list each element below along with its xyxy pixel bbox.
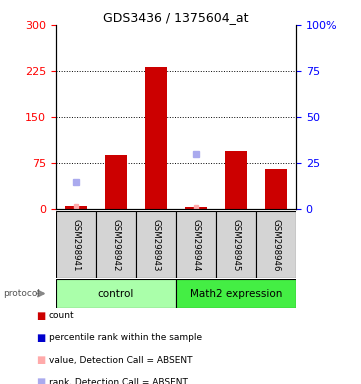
Text: ■: ■	[36, 311, 45, 321]
Text: GSM298941: GSM298941	[71, 219, 81, 272]
Bar	[256, 211, 296, 278]
Text: GSM298944: GSM298944	[191, 219, 200, 272]
Bar	[136, 211, 176, 278]
Bar	[96, 211, 136, 278]
Bar	[225, 151, 247, 209]
Bar	[176, 279, 296, 308]
Text: protocol: protocol	[4, 289, 40, 298]
Text: ■: ■	[36, 333, 45, 343]
Bar	[265, 169, 287, 209]
Bar	[56, 279, 176, 308]
Title: GDS3436 / 1375604_at: GDS3436 / 1375604_at	[103, 11, 249, 24]
Text: rank, Detection Call = ABSENT: rank, Detection Call = ABSENT	[49, 378, 188, 384]
Text: control: control	[98, 288, 134, 299]
Bar	[176, 211, 216, 278]
Text: Math2 expression: Math2 expression	[190, 288, 282, 299]
Bar	[185, 207, 207, 209]
Text: ■: ■	[36, 377, 45, 384]
Text: GSM298945: GSM298945	[231, 219, 240, 272]
Bar	[216, 211, 256, 278]
Text: GSM298946: GSM298946	[271, 219, 280, 272]
Bar	[105, 155, 127, 209]
Text: percentile rank within the sample: percentile rank within the sample	[49, 333, 202, 343]
Bar	[56, 211, 96, 278]
Text: GSM298942: GSM298942	[112, 219, 121, 272]
Text: GSM298943: GSM298943	[152, 219, 161, 272]
Bar	[145, 67, 167, 209]
Text: count: count	[49, 311, 74, 320]
Text: value, Detection Call = ABSENT: value, Detection Call = ABSENT	[49, 356, 192, 365]
Bar	[65, 206, 87, 209]
Text: ■: ■	[36, 355, 45, 365]
